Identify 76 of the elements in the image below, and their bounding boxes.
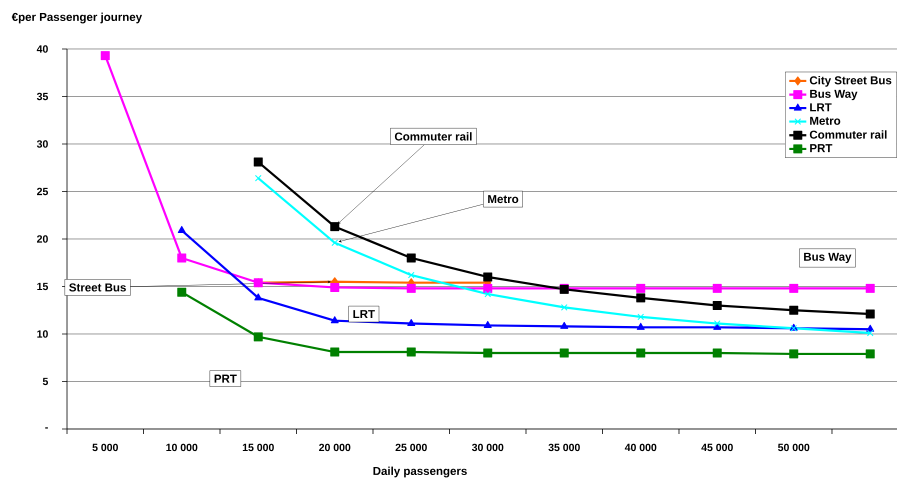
point <box>330 348 340 357</box>
point <box>408 272 415 278</box>
point <box>406 253 416 262</box>
y-tick-label: 25 <box>36 188 48 196</box>
point <box>712 348 722 358</box>
legend-label: PRT <box>810 144 832 152</box>
x-tick-label: 50 000 <box>778 444 810 452</box>
legend-label: City Street Bus <box>810 76 892 87</box>
x-tick-label: 20 000 <box>319 444 350 452</box>
y-tick-label: 5 <box>42 378 48 386</box>
point <box>636 348 646 358</box>
point <box>712 284 722 293</box>
point <box>636 322 645 330</box>
point <box>714 320 721 327</box>
point <box>483 272 492 282</box>
y-tick-label: 35 <box>36 92 48 100</box>
point <box>866 310 875 319</box>
annotation: Commuter rail <box>394 132 472 141</box>
legend-label: LRT <box>810 103 832 112</box>
point <box>254 174 262 182</box>
y-tick-label: 30 <box>36 140 48 148</box>
legend-label: Metro <box>810 116 840 125</box>
y-tick-label: 20 <box>36 235 48 243</box>
x-tick-label: 15 000 <box>242 444 274 452</box>
point <box>866 284 875 293</box>
x-tick-label: 10 000 <box>166 444 198 452</box>
point <box>712 300 722 310</box>
legend-label: Bus Way <box>810 90 858 100</box>
point <box>406 284 416 293</box>
y-axis-title: €per Passenger journey <box>12 12 142 24</box>
x-tick-label: 45 000 <box>701 444 733 452</box>
point <box>100 51 110 60</box>
point <box>560 304 568 311</box>
point <box>254 293 262 300</box>
point <box>789 284 798 293</box>
point <box>330 282 340 292</box>
point <box>560 322 568 329</box>
point <box>177 253 186 262</box>
annotation: LRT <box>353 310 375 318</box>
point <box>637 314 644 320</box>
point <box>866 330 874 336</box>
point <box>407 319 416 326</box>
point <box>330 222 340 232</box>
x-tick-label: 25 000 <box>396 444 427 452</box>
point <box>484 290 492 298</box>
x-tick-label: 40 000 <box>624 444 656 452</box>
point <box>484 320 492 328</box>
point <box>406 348 416 357</box>
annotation: Bus Way <box>804 252 852 264</box>
point <box>331 239 338 246</box>
point <box>177 288 186 297</box>
point <box>713 322 722 330</box>
point <box>254 332 263 342</box>
y-tick-label: 15 <box>37 282 48 290</box>
annotation: PRT <box>214 374 237 383</box>
x-tick-label: 30 000 <box>472 444 504 452</box>
point <box>789 349 798 358</box>
y-tick-label: 40 <box>36 45 48 53</box>
point <box>636 293 646 302</box>
annotation: Metro <box>488 195 518 204</box>
point <box>560 348 569 358</box>
point <box>254 158 263 167</box>
point <box>483 348 492 358</box>
point <box>866 349 875 358</box>
point <box>789 306 798 315</box>
annotation: Street Bus <box>69 283 126 292</box>
point <box>483 284 492 293</box>
point <box>636 284 646 293</box>
point <box>178 226 186 233</box>
x-tick-label: 5 000 <box>92 444 118 452</box>
legend-label: Commuter rail <box>810 130 887 139</box>
x-tick-label: 35 000 <box>548 444 580 452</box>
y-tick-label: - <box>45 427 48 429</box>
x-axis-title: Daily passengers <box>373 466 467 478</box>
point <box>330 316 339 324</box>
y-tick-label: 10 <box>37 330 48 338</box>
